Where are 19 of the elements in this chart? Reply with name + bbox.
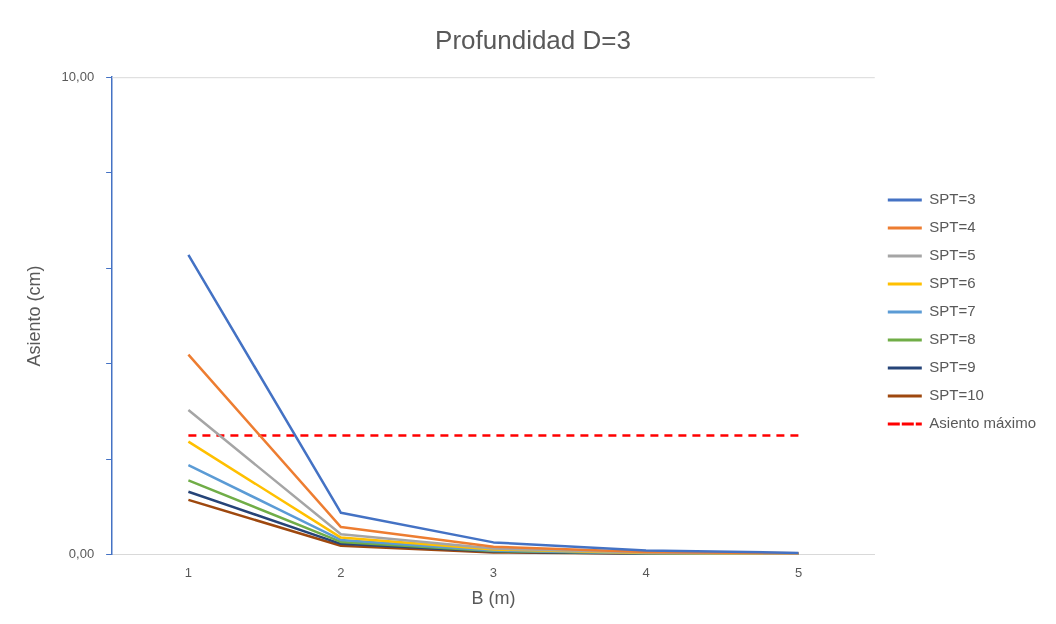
- y-tick-label: 0,00: [68, 546, 95, 562]
- legend-label: SPT=10: [929, 386, 984, 404]
- x-tick-label: 2: [337, 565, 345, 581]
- x-tick-label: 3: [489, 565, 498, 581]
- chart-title: Profundidad D=3: [435, 24, 631, 55]
- legend-label: SPT=7: [929, 302, 976, 320]
- x-tick-label: 5: [794, 565, 803, 581]
- legend-label: SPT=8: [929, 330, 976, 348]
- y-axis-title: Asiento (cm): [23, 265, 44, 367]
- legend-label: Asiento máximo: [929, 414, 1037, 432]
- legend-label: SPT=5: [929, 246, 976, 264]
- x-tick-label: 1: [184, 565, 193, 581]
- legend-label: SPT=3: [929, 190, 976, 208]
- legend-label: SPT=9: [929, 358, 976, 376]
- x-axis-title: B (m): [471, 588, 516, 609]
- legend-label: SPT=4: [929, 218, 976, 236]
- x-tick-label: 4: [642, 565, 650, 581]
- y-tick-label: 10,00: [61, 68, 95, 84]
- legend-label: SPT=6: [929, 274, 976, 292]
